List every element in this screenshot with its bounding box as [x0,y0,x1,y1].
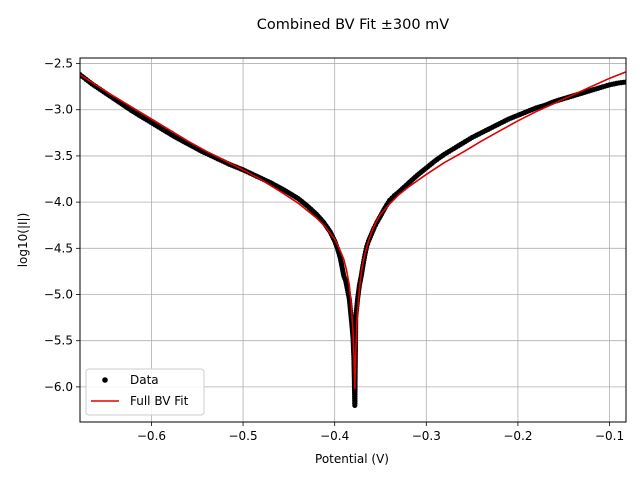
data-point-dense [338,261,345,268]
data-point-dense [531,106,537,112]
legend-box [85,368,205,416]
legend-label-fit: Full BV Fit [130,394,189,408]
y-axis-label: log10(|I|) [16,213,30,268]
data-point-dense [344,284,350,291]
data-point-dense [458,141,464,147]
data-point-dense [421,166,428,173]
data-point-dense [595,85,601,91]
data-point-dense [586,88,592,94]
data-point-dense [503,117,510,123]
data-point-dense [613,80,619,87]
data-point-dense [302,201,308,207]
data-point-dense [522,109,528,116]
data-point-dense [311,209,318,216]
data-point-dense [476,131,482,137]
legend: Data Full BV Fit [85,368,205,416]
data-point-dense [342,275,348,281]
data-point-dense [440,152,446,158]
x-tick-label: −0.2 [503,429,532,443]
x-tick-label: −0.6 [137,429,166,443]
series-group [80,71,626,408]
y-tick-label: −4.5 [44,241,73,255]
chart-title: Combined BV Fit ±300 mV [257,17,449,33]
y-tick-label: −6.0 [44,380,73,394]
x-tick-label: −0.3 [412,429,441,443]
legend-marker-data [102,377,108,383]
series-layer [80,71,626,408]
legend-label-data: Data [130,373,159,387]
x-tick-label: −0.4 [320,429,349,443]
y-tick-label: −2.5 [44,57,73,71]
x-axis-label: Potential (V) [315,452,389,466]
data-point-dense [279,186,285,192]
fit-line [80,71,626,390]
y-tick-label: −3.0 [44,103,73,117]
data-point-dense [467,136,473,142]
x-tick-label: −0.1 [595,429,624,443]
data-point-dense [448,147,455,153]
data-point-dense [142,116,148,122]
data-point-dense [293,194,299,200]
data-point-dense [128,107,134,113]
y-tick-label: −3.5 [44,149,73,163]
y-tick-label: −5.0 [44,288,73,302]
data-point-dense [485,126,491,132]
data-point-dense [412,174,418,180]
data-point-dense [513,113,519,119]
data-point-dense [156,124,162,130]
plot-frame [79,57,627,423]
data-point-dense [494,122,500,128]
data-point-dense [169,132,175,138]
axis-ticks: −0.6 −0.5 −0.4 −0.3 −0.2 −0.1 −2.5 −3.0 −3.5 −4.0… [44,57,624,443]
x-tick-label: −0.5 [228,429,257,443]
data-point-dense [403,182,409,188]
data-point-dense [340,271,346,277]
y-tick-label: −4.0 [44,195,73,209]
data-point-dense [620,79,626,85]
data-point-dense [604,82,610,89]
data-point-dense [431,159,437,165]
y-tick-label: −5.5 [44,334,73,348]
